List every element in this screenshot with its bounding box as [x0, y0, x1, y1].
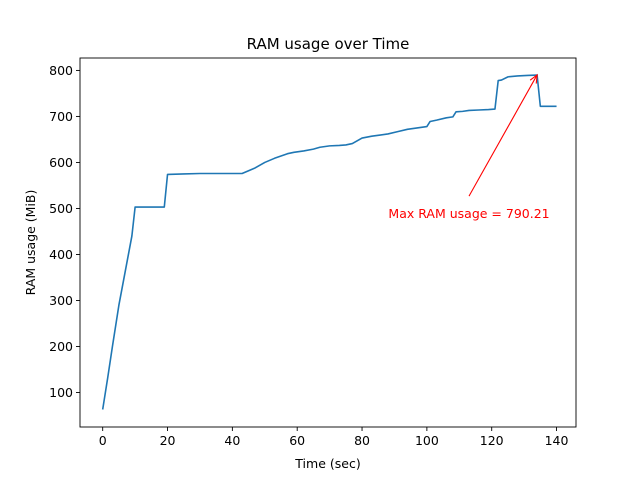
x-tick-label: 40: [224, 433, 240, 448]
x-tick-label: 80: [354, 433, 370, 448]
x-tick-label: 100: [415, 433, 439, 448]
x-axis-label: Time (sec): [294, 456, 360, 471]
y-tick-label: 100: [49, 385, 73, 400]
x-tick-label: 120: [480, 433, 504, 448]
x-tick-label: 60: [289, 433, 305, 448]
y-tick-label: 400: [49, 247, 73, 262]
annotation-arrow-line: [468, 74, 538, 197]
y-axis: 100 200 300 400 500 600 700 800: [49, 63, 80, 400]
y-tick-label: 700: [49, 109, 73, 124]
x-axis: 0 20 40 60 80 100 120 140: [99, 427, 569, 448]
x-tick-label: 20: [160, 433, 176, 448]
x-tick-label: 140: [545, 433, 569, 448]
y-tick-label: 200: [49, 339, 73, 354]
y-tick-label: 800: [49, 63, 73, 78]
annotation-text: Max RAM usage = 790.21: [388, 206, 549, 221]
plot-area: [79, 57, 577, 428]
max-annotation: Max RAM usage = 790.21: [388, 73, 550, 221]
y-axis-label: RAM usage (MiB): [23, 190, 38, 296]
chart-title: RAM usage over Time: [247, 35, 410, 53]
series-line-ram-usage: [101, 74, 557, 410]
x-tick-label: 0: [99, 433, 107, 448]
y-tick-label: 300: [49, 293, 73, 308]
y-tick-label: 500: [49, 201, 73, 216]
annotation-arrow-head: [529, 73, 538, 84]
plot-frame: [79, 57, 577, 428]
y-tick-label: 600: [49, 155, 73, 170]
